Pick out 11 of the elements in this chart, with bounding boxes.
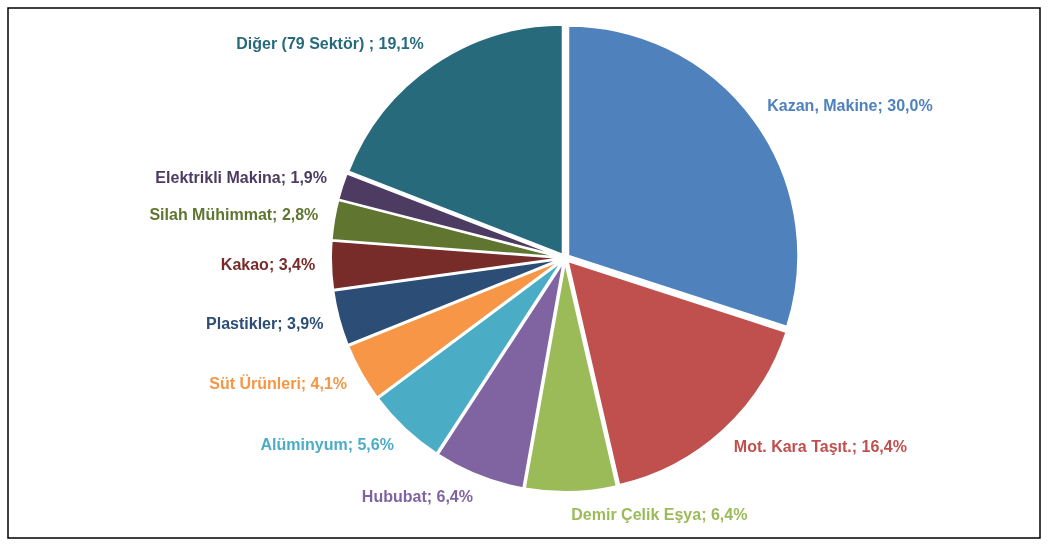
slice-label: Kazan, Makine; 30,0% <box>767 96 933 114</box>
slice-label: Mot. Kara Taşıt.; 16,4% <box>733 438 907 456</box>
slice-label: Demir Çelik Eşya; 6,4% <box>571 506 748 524</box>
slice-label: Plastikler; 3,9% <box>206 314 324 332</box>
slice-label: Diğer (79 Sektör) ; 19,1% <box>236 35 424 53</box>
slice-label: Kakao; 3,4% <box>220 256 316 274</box>
slice-label: Hububat; 6,4% <box>361 488 473 506</box>
slice-label: Alüminyum; 5,6% <box>260 436 394 454</box>
slice-label: Elektrikli Makina; 1,9% <box>155 169 327 187</box>
slice-label: Silah Mühimmat; 2,8% <box>149 206 319 224</box>
slice-label: Süt Ürünleri; 4,1% <box>209 373 348 392</box>
